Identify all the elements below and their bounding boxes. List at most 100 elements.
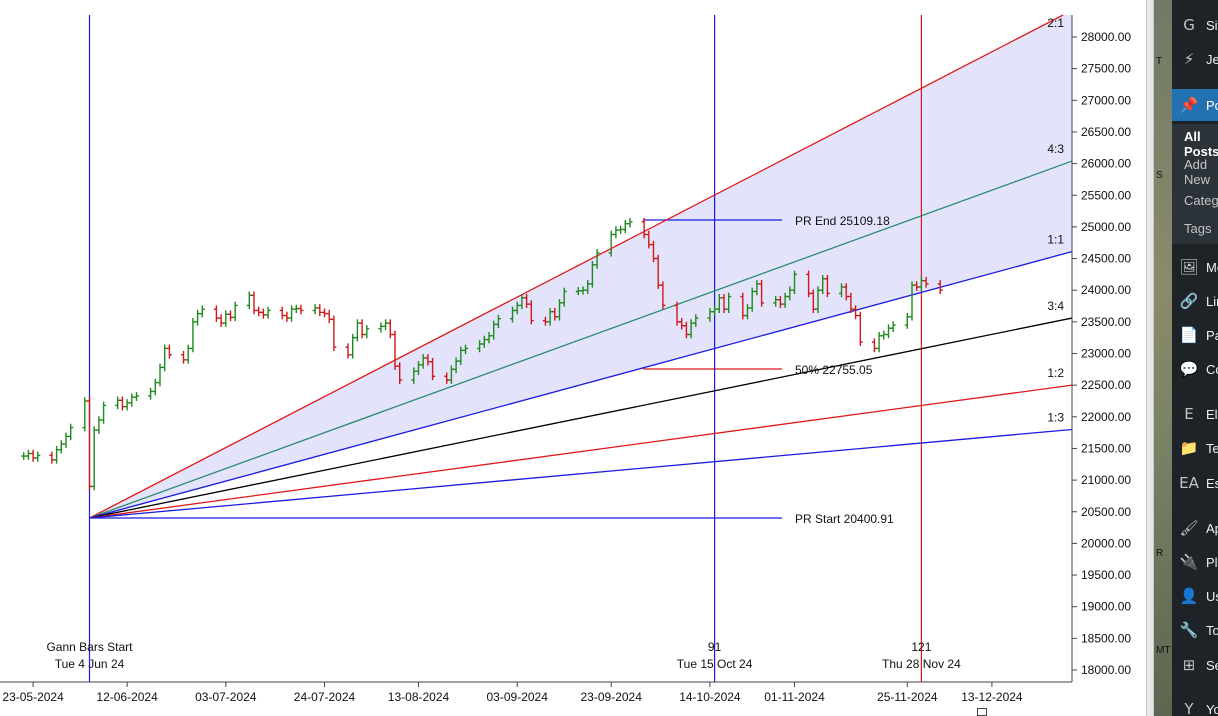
marker-bottom-label-1: Tue 4 Jun 24 <box>55 657 125 671</box>
elementor-icon: E <box>1184 405 1194 423</box>
date-tick-label-23-05-2024: 23-05-2024 <box>2 690 64 704</box>
admin-menu-yoast[interactable]: Y Yoast SEO <box>1172 693 1218 716</box>
submenu-label: Add New <box>1184 157 1211 187</box>
price-tick-label-22500.00: 22500.00 <box>1081 378 1131 392</box>
wallpaper-text-fragment: R <box>1156 548 1164 559</box>
admin-menu-pages[interactable]: 📄 Pages <box>1172 319 1218 351</box>
price-tick-label-24000.00: 24000.00 <box>1081 283 1131 297</box>
marker-top-label-1: Gann Bars Start <box>46 640 133 654</box>
fan-label-1-1: 1:1 <box>1047 233 1064 247</box>
fan-label-1-2: 1:2 <box>1047 366 1064 380</box>
gann-fan-chart: PR End 25109.18 50% 22755.05 PR Start 2040… <box>0 0 1132 704</box>
admin-menu-label: Appearance <box>1206 520 1218 536</box>
pages-icon: 📄 <box>1179 326 1199 344</box>
admin-menu-label: Plugins <box>1206 554 1218 570</box>
date-tick-label-23-09-2024: 23-09-2024 <box>581 690 643 704</box>
fan-label-2-1: 2:1 <box>1047 16 1064 30</box>
price-tick-label-26000.00: 26000.00 <box>1081 157 1131 171</box>
admin-menu-elementor[interactable]: E Elementor <box>1172 398 1218 430</box>
submenu-label: All Posts <box>1184 129 1218 159</box>
admin-menu-label: Essential Addons <box>1206 475 1218 491</box>
jetpack-icon: ⚡ <box>1183 50 1195 68</box>
admin-menu-label: Yoast SEO <box>1206 701 1218 716</box>
marker-bottom-label-2: Tue 15 Oct 24 <box>677 657 753 671</box>
fan-line-1-3 <box>89 428 1073 519</box>
media-icon: 🖼 <box>1179 258 1199 276</box>
admin-menu-settings[interactable]: ⊞ Settings <box>1172 649 1218 681</box>
comments-icon: 💬 <box>1179 360 1199 378</box>
date-tick-label-13-12-2024: 13-12-2024 <box>961 690 1023 704</box>
price-tick-label-26500.00: 26500.00 <box>1081 125 1131 139</box>
wordpress-admin-panel: T S R MT G Site ⚡ Jetpack 📌 Posts 🖼 Media 🔗 Links 📄 Pa… <box>1154 0 1218 716</box>
plot-top-margin <box>0 0 1072 15</box>
chart-scroll-handle[interactable] <box>977 708 987 716</box>
fan-line-1-2 <box>89 384 1073 519</box>
admin-menu-plugins[interactable]: 🔌 Plugins <box>1172 546 1218 578</box>
date-tick-label-01-11-2024: 01-11-2024 <box>764 690 825 704</box>
date-tick-label-13-08-2024: 13-08-2024 <box>388 690 450 704</box>
admin-menu-label: Elementor <box>1206 406 1218 422</box>
posts-submenu-item[interactable]: Categories <box>1172 186 1218 214</box>
pr-start-label: PR Start 20400.91 <box>795 512 894 526</box>
admin-menu-appearance[interactable]: 🖌 Appearance <box>1172 512 1218 544</box>
price-tick-label-25000.00: 25000.00 <box>1081 220 1131 234</box>
price-tick-label-23000.00: 23000.00 <box>1081 347 1131 361</box>
marker-top-label-3: 121 <box>911 640 931 654</box>
admin-menu-sitekit[interactable]: G Site <box>1172 9 1218 41</box>
admin-menu-label: Jetpack <box>1206 51 1218 67</box>
admin-menu-label: Posts <box>1206 97 1218 113</box>
admin-menu-comments[interactable]: 💬 Comments <box>1172 353 1218 385</box>
price-tick-label-25500.00: 25500.00 <box>1081 188 1131 202</box>
price-tick-label-20500.00: 20500.00 <box>1081 505 1131 519</box>
price-tick-label-19000.00: 19000.00 <box>1081 600 1131 614</box>
wallpaper-text-fragment: T <box>1156 56 1163 67</box>
admin-menu-templates[interactable]: 📁 Templates <box>1172 432 1218 464</box>
admin-menu-media[interactable]: 🖼 Media <box>1172 251 1218 283</box>
links-icon: 🔗 <box>1179 292 1199 310</box>
price-tick-label-27500.00: 27500.00 <box>1081 62 1131 76</box>
yoast-icon: Y <box>1184 700 1194 716</box>
fan-line-1-1 <box>89 250 1073 519</box>
marker-top-label-2: 91 <box>708 640 722 654</box>
admin-menu-label: Comments <box>1206 361 1218 377</box>
admin-menu-label: Media <box>1206 259 1218 275</box>
pr-mid-label: 50% 22755.05 <box>795 363 873 377</box>
posts-submenu-item[interactable]: Tags <box>1172 214 1218 242</box>
posts-icon: 📌 <box>1179 96 1199 114</box>
wallpaper-text-fragment: MT <box>1156 645 1171 656</box>
templates-icon: 📁 <box>1179 439 1199 457</box>
panel-divider[interactable] <box>1146 0 1154 716</box>
appearance-icon: 🖌 <box>1179 519 1199 537</box>
admin-sidebar-menu: G Site ⚡ Jetpack 📌 Posts 🖼 Media 🔗 Links 📄 Pages 💬 Co… <box>1172 0 1218 716</box>
submenu-label: Categories <box>1184 192 1218 208</box>
date-tick-label-12-06-2024: 12-06-2024 <box>96 690 158 704</box>
admin-menu-tools[interactable]: 🔧 Tools <box>1172 614 1218 646</box>
essential-addons-icon: EA <box>1179 474 1199 492</box>
date-tick-label-24-07-2024: 24-07-2024 <box>294 690 356 704</box>
date-tick-label-03-07-2024: 03-07-2024 <box>195 690 257 704</box>
admin-menu-essential-addons[interactable]: EA Essential Addons <box>1172 467 1218 499</box>
admin-menu-links[interactable]: 🔗 Links <box>1172 285 1218 317</box>
admin-menu-jetpack[interactable]: ⚡ Jetpack <box>1172 43 1218 75</box>
fan-line-3-4 <box>89 317 1073 519</box>
price-tick-label-19500.00: 19500.00 <box>1081 568 1131 582</box>
fan-label-3-4: 3:4 <box>1047 299 1064 313</box>
date-tick-label-14-10-2024: 14-10-2024 <box>679 690 741 704</box>
price-tick-label-21000.00: 21000.00 <box>1081 473 1131 487</box>
fan-line-4-3 <box>89 160 1073 519</box>
price-tick-label-23500.00: 23500.00 <box>1081 315 1131 329</box>
users-icon: 👤 <box>1179 587 1199 605</box>
admin-menu-label: Tools <box>1206 622 1218 638</box>
date-tick-label-03-09-2024: 03-09-2024 <box>487 690 549 704</box>
admin-menu-label: Pages <box>1206 327 1218 343</box>
price-tick-label-18500.00: 18500.00 <box>1081 631 1131 645</box>
posts-submenu-item[interactable]: All Posts <box>1172 129 1218 159</box>
admin-menu-label: Site <box>1206 17 1218 33</box>
fan-label-4-3: 4:3 <box>1047 142 1064 156</box>
plugins-icon: 🔌 <box>1179 553 1199 571</box>
admin-menu-users[interactable]: 👤 Users <box>1172 580 1218 612</box>
admin-menu-label: Links <box>1206 293 1218 309</box>
admin-menu-posts[interactable]: 📌 Posts <box>1172 89 1218 121</box>
chart-panel: PR End 25109.18 50% 22755.05 PR Start 2040… <box>0 0 1132 716</box>
posts-submenu-item[interactable]: Add New <box>1172 157 1218 187</box>
